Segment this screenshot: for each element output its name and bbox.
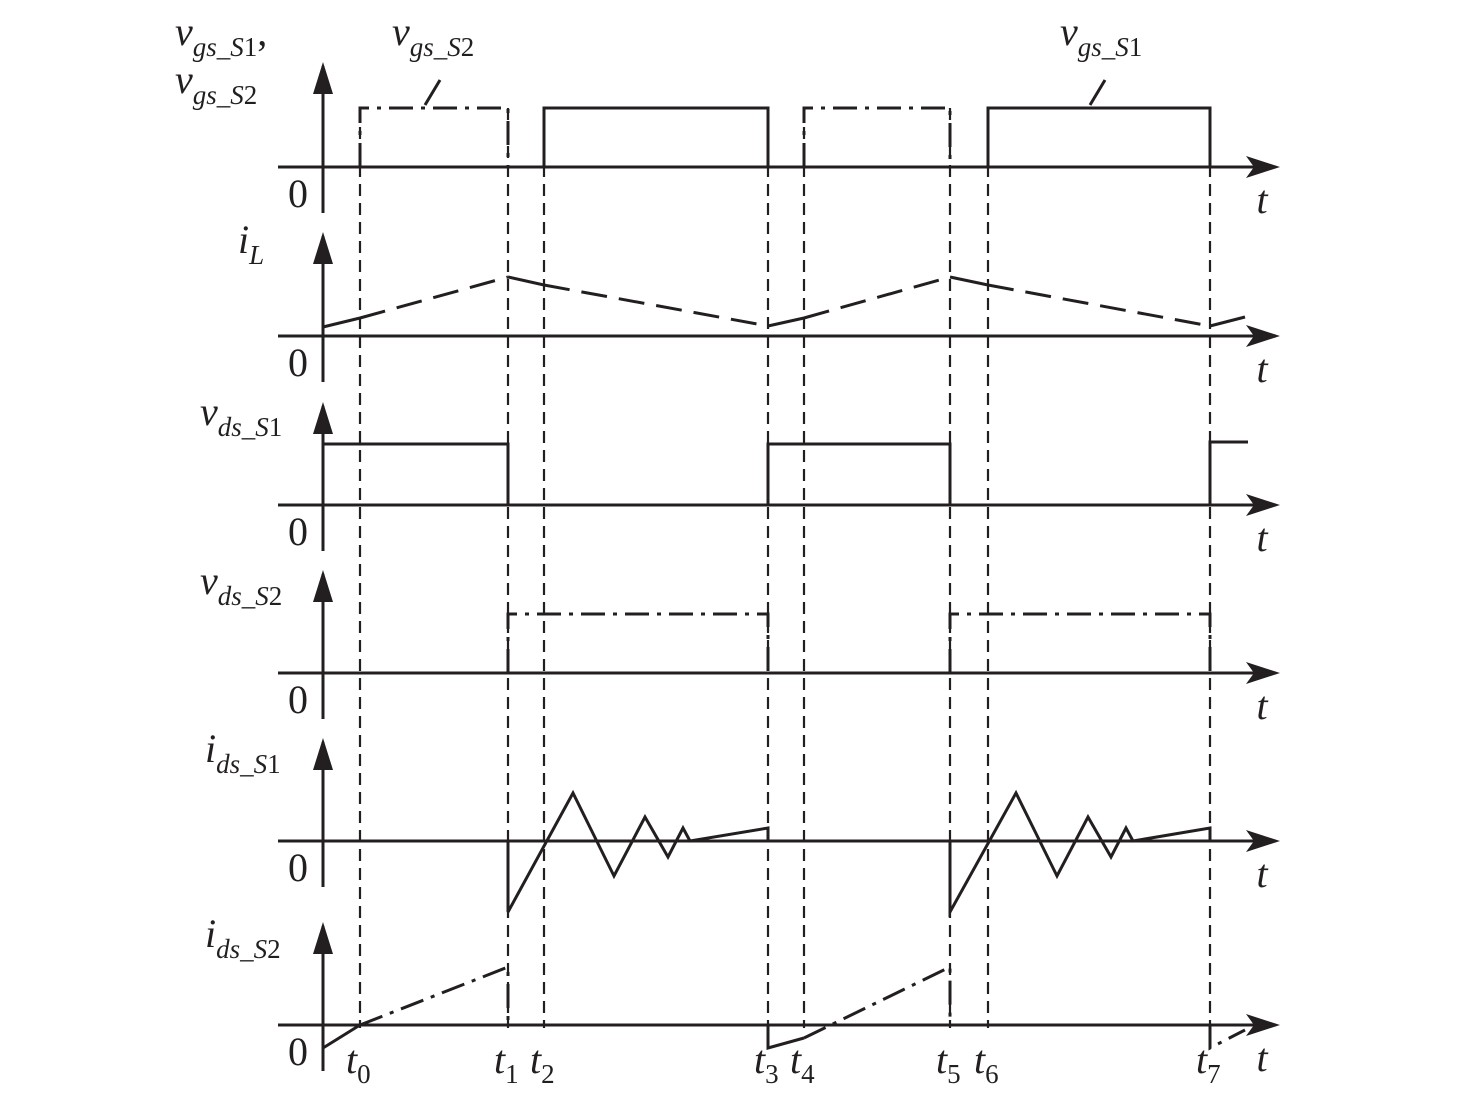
- time-marker-0: t0: [346, 1037, 371, 1089]
- il-fall-1: [543, 283, 769, 328]
- zero-label-6: 0: [288, 1029, 308, 1074]
- zero-label-3: 0: [288, 509, 308, 554]
- vds-s2-high-1: [506, 612, 770, 673]
- time-marker-5: t5: [936, 1037, 961, 1089]
- il-seg-3: [949, 275, 989, 287]
- label-vds2: vds_S2: [200, 558, 282, 611]
- label-ids2: ids_S2: [205, 911, 281, 964]
- vgs-label-line-1: vgs_S1,: [175, 9, 267, 62]
- value-axis-arrowhead-6: [313, 922, 333, 954]
- vds-s1-high-2: [766, 442, 952, 505]
- zero-label-4: 0: [288, 677, 308, 722]
- il-fall-2: [987, 283, 1211, 328]
- axes-group: [278, 62, 1280, 1071]
- il-seg-1: [507, 275, 545, 287]
- ids-s2-seg-2: [1208, 1025, 1246, 1051]
- time-label-3: t: [1256, 515, 1268, 560]
- callout-leader-vgs-s1: [1088, 79, 1107, 106]
- labels: 0 t0 t0 t0 t0 t0 tt0 t1 t2 t3 t4 t5 t6 t7vgs_S1,vgs_S…: [175, 9, 1268, 1089]
- label-iL: iL: [238, 217, 264, 270]
- il-seg-4: [1209, 315, 1246, 328]
- vds-s1-high-1: [323, 442, 510, 505]
- time-marker-1: t1: [494, 1037, 519, 1089]
- time-label-2: t: [1256, 346, 1268, 391]
- ids-s1-wave-2: [948, 789, 1212, 918]
- callout-vgs-s1: vgs_S1: [1060, 9, 1142, 62]
- callout-vgs-s2: vgs_S2: [392, 9, 474, 62]
- ids-s2-ramp-1: [359, 964, 510, 1027]
- zero-label-2: 0: [288, 340, 308, 385]
- time-marker-3: t3: [754, 1037, 779, 1089]
- callout-leader-vgs-s2: [423, 79, 442, 106]
- zero-label-5: 0: [288, 845, 308, 890]
- value-axis-arrowhead-2: [313, 232, 333, 264]
- vgs-label-line-2: vgs_S2: [175, 57, 257, 110]
- time-marker-6: t6: [974, 1037, 999, 1089]
- label-ids1: ids_S1: [205, 726, 281, 779]
- time-marker-2: t2: [530, 1037, 555, 1089]
- value-axis-arrowhead-4: [313, 570, 333, 602]
- vgs-s1-pulse-2: [986, 106, 1212, 167]
- ids-s2-seg-1: [766, 1025, 805, 1050]
- il-rise-2: [803, 275, 951, 320]
- ids-s2-ramp-2: [803, 964, 952, 1040]
- time-marker-4: t4: [790, 1037, 815, 1089]
- zero-label-1: 0: [288, 171, 308, 216]
- value-axis-arrowhead-5: [313, 738, 333, 770]
- il-seg-0: [322, 316, 361, 329]
- ids-s1-wave-1: [506, 789, 770, 913]
- time-label-1: t: [1256, 177, 1268, 222]
- vds-s2-high-2: [948, 612, 1212, 673]
- time-marker-7: t7: [1196, 1037, 1221, 1089]
- time-guide-lines: [358, 108, 1212, 1028]
- value-axis-arrowhead-1: [313, 62, 333, 94]
- time-label-4: t: [1256, 683, 1268, 728]
- waveforms: [322, 79, 1248, 1051]
- value-axis-arrowhead-3: [313, 402, 333, 434]
- label-vds1: vds_S1: [200, 389, 282, 442]
- vds-s1-high-3: [1208, 440, 1248, 505]
- il-seg-2: [767, 316, 805, 328]
- vgs-s2-pulse-2: [802, 106, 952, 167]
- ids-s2-seg-0: [322, 1023, 361, 1050]
- time-label-5: t: [1256, 851, 1268, 896]
- vgs-s1-pulse-1: [542, 106, 770, 167]
- vgs-s2-pulse-1: [358, 106, 510, 167]
- time-label-6: t: [1256, 1035, 1268, 1080]
- il-rise-1: [359, 275, 509, 320]
